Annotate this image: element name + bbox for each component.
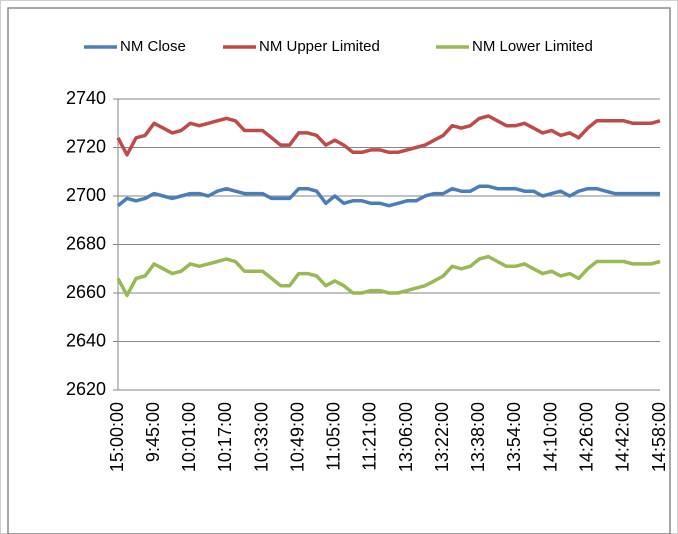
series-line xyxy=(116,114,661,157)
y-tick-label: 2700 xyxy=(66,185,106,205)
y-tick-label: 2620 xyxy=(66,379,106,399)
x-tick-label: 14:58:00 xyxy=(649,402,669,472)
x-tick-label: 9:45:00 xyxy=(143,402,163,462)
x-tick-label: 13:54:00 xyxy=(504,402,524,472)
x-tick-label: 11:21:00 xyxy=(360,402,380,471)
x-tick-label: 14:42:00 xyxy=(613,402,633,472)
x-tick-label: 10:17:00 xyxy=(215,402,235,472)
y-tick-label: 2680 xyxy=(66,233,106,253)
x-tick-label: 10:01:00 xyxy=(179,402,199,472)
x-tick-label: 13:38:00 xyxy=(468,402,488,472)
x-tick-label: 14:26:00 xyxy=(576,402,596,472)
legend-label: NM Lower Limited xyxy=(472,38,593,55)
legend-label: NM Close xyxy=(120,38,186,55)
series-line xyxy=(116,184,660,208)
chart-border xyxy=(7,7,671,534)
legend-label: NM Upper Limited xyxy=(259,38,380,55)
x-tick-label: 14:10:00 xyxy=(540,402,560,472)
x-tick-label: 13:22:00 xyxy=(432,402,452,472)
y-tick-label: 2660 xyxy=(66,282,106,302)
x-tick-label: 15:00:00 xyxy=(107,402,127,472)
x-tick-label: 13:06:00 xyxy=(396,402,416,472)
y-tick-label: 2720 xyxy=(66,136,106,156)
x-tick-label: 10:33:00 xyxy=(251,402,271,472)
y-tick-label: 2740 xyxy=(66,88,106,108)
series-line xyxy=(116,254,661,298)
x-tick-label: 10:49:00 xyxy=(287,402,307,472)
y-tick-label: 2640 xyxy=(66,330,106,350)
x-tick-label: 11:05:00 xyxy=(324,402,344,471)
